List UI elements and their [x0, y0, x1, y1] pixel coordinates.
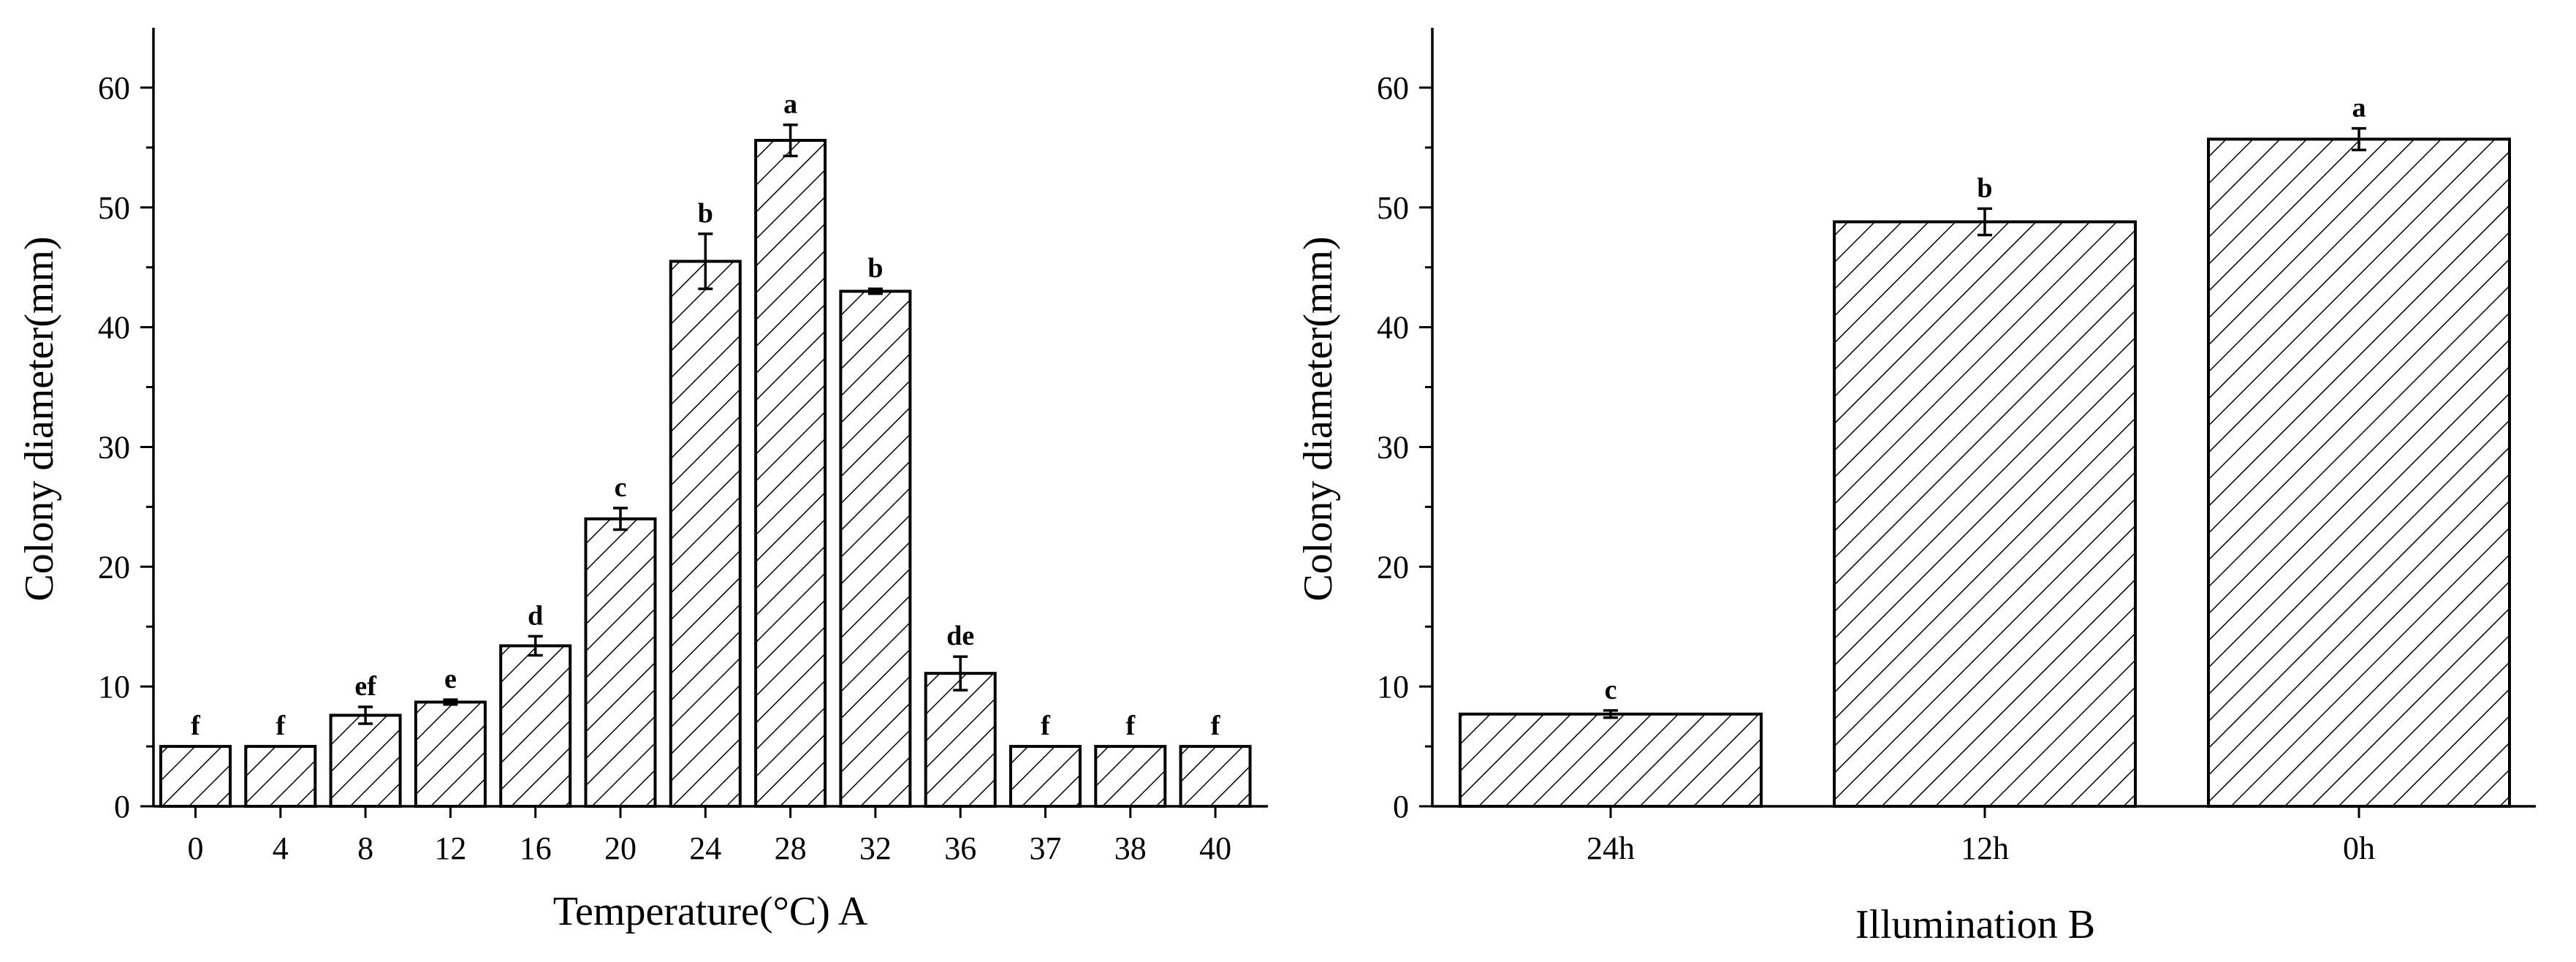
x-tick-label-temperature-12: 12 [434, 830, 466, 866]
y-tick-label-illumination-0: 0 [1393, 789, 1409, 825]
error-bar-temperature-12 [443, 698, 458, 706]
bar-temperature-24 [669, 260, 742, 808]
bar-illumination-0h [2207, 137, 2511, 808]
x-axis-illumination: 24h 12h 0h [1432, 805, 2536, 866]
y-tick-label-illumination-40: 40 [1377, 310, 1409, 346]
y-tick-label-temperature-50: 50 [98, 190, 130, 226]
bar-temperature-37 [1009, 745, 1082, 808]
bar-temperature-36 [924, 672, 997, 808]
significance-label-temperature-32: b [867, 253, 883, 284]
error-bar-temperature-24 [698, 232, 713, 290]
x-axis-title-illumination: Illumination B [1855, 902, 2095, 947]
x-tick-label-temperature-38: 38 [1114, 830, 1147, 866]
x-tick-label-illumination-24h: 24h [1587, 830, 1635, 866]
x-tick-label-temperature-20: 20 [604, 830, 637, 866]
x-tick-label-temperature-40: 40 [1199, 830, 1231, 866]
chart-panel-temperature: f f ef e d c b a b de f f f 0 10 20 30 40 50 60 0 4 8 12 16 20 2… [17, 28, 1268, 934]
y-tick-label-illumination-50: 50 [1377, 190, 1409, 226]
y-axis-illumination: 0 10 20 30 40 50 60 [1377, 28, 1434, 825]
significance-label-temperature-38: f [1125, 711, 1136, 741]
significance-label-temperature-40: f [1211, 711, 1221, 741]
y-axis-title-illumination: Colony diameter(mm) [1296, 236, 1341, 601]
bar-temperature-38 [1094, 745, 1167, 808]
y-axis-title-temperature: Colony diameter(mm) [17, 236, 62, 601]
x-tick-label-temperature-8: 8 [357, 830, 373, 866]
bar-temperature-8 [329, 713, 402, 808]
x-axis-temperature: 0 4 8 12 16 20 24 28 32 36 37 38 40 [153, 805, 1268, 866]
bar-temperature-4 [244, 745, 317, 808]
significance-label-temperature-37: f [1041, 711, 1051, 741]
x-tick-label-illumination-12h: 12h [1961, 830, 2009, 866]
significance-label-temperature-8: ef [354, 671, 377, 702]
x-tick-label-temperature-37: 37 [1030, 830, 1062, 866]
y-tick-label-illumination-10: 10 [1377, 669, 1409, 705]
bar-temperature-32 [839, 289, 912, 808]
bar-marks-illumination: c b a [1459, 93, 2511, 808]
y-tick-label-temperature-60: 60 [98, 70, 130, 106]
significance-label-illumination-24h: c [1605, 675, 1617, 705]
y-tick-label-illumination-30: 30 [1377, 429, 1409, 465]
x-tick-label-temperature-0: 0 [188, 830, 204, 866]
bar-temperature-40 [1179, 745, 1252, 808]
bar-illumination-12h [1833, 220, 2137, 808]
significance-label-illumination-0h: a [2352, 93, 2366, 124]
error-bar-illumination-24h [1603, 709, 1618, 719]
bar-temperature-16 [499, 644, 572, 808]
y-tick-label-temperature-0: 0 [114, 789, 130, 825]
error-bar-temperature-36 [953, 655, 968, 692]
significance-label-temperature-16: d [528, 600, 543, 631]
bar-temperature-0 [159, 745, 232, 808]
significance-label-temperature-4: f [276, 711, 286, 741]
bar-temperature-20 [584, 517, 657, 808]
bar-temperature-12 [414, 700, 487, 808]
significance-label-temperature-28: a [783, 89, 797, 120]
error-bar-temperature-16 [528, 635, 543, 657]
significance-label-temperature-24: b [698, 198, 713, 229]
error-bar-illumination-12h [1977, 207, 1992, 237]
error-bar-temperature-8 [358, 705, 373, 725]
significance-label-temperature-20: c [615, 472, 627, 503]
chart-panel-illumination: c b a 0 10 20 30 40 50 60 24h 12h 0h Colony diamet… [1296, 28, 2536, 947]
x-tick-label-temperature-4: 4 [273, 830, 289, 866]
y-tick-label-temperature-10: 10 [98, 669, 130, 705]
y-tick-label-temperature-40: 40 [98, 310, 130, 346]
x-axis-title-temperature: Temperature(°C) A [553, 889, 868, 934]
y-tick-label-illumination-60: 60 [1377, 70, 1409, 106]
y-axis-temperature: 0 10 20 30 40 50 60 [98, 28, 155, 825]
error-bar-illumination-0h [2352, 126, 2366, 151]
x-tick-label-temperature-16: 16 [520, 830, 552, 866]
significance-label-temperature-12: e [444, 664, 457, 694]
y-tick-label-illumination-20: 20 [1377, 549, 1409, 585]
y-tick-label-temperature-30: 30 [98, 429, 130, 465]
error-bar-temperature-28 [783, 123, 798, 158]
error-bar-temperature-20 [613, 507, 628, 531]
significance-label-illumination-12h: b [1977, 173, 1992, 203]
error-bar-temperature-32 [867, 287, 883, 295]
x-tick-label-temperature-24: 24 [689, 830, 721, 866]
significance-label-temperature-0: f [191, 711, 201, 741]
x-tick-label-temperature-32: 32 [859, 830, 892, 866]
x-tick-label-illumination-0h: 0h [2343, 830, 2375, 866]
bar-marks-temperature: f f ef e d c b a b de f f f [159, 89, 1252, 808]
x-tick-label-temperature-28: 28 [775, 830, 807, 866]
significance-label-temperature-36: de [946, 621, 974, 651]
bar-illumination-24h [1459, 712, 1763, 808]
x-tick-label-temperature-36: 36 [944, 830, 976, 866]
bar-temperature-28 [754, 139, 827, 808]
y-tick-label-temperature-20: 20 [98, 549, 130, 585]
